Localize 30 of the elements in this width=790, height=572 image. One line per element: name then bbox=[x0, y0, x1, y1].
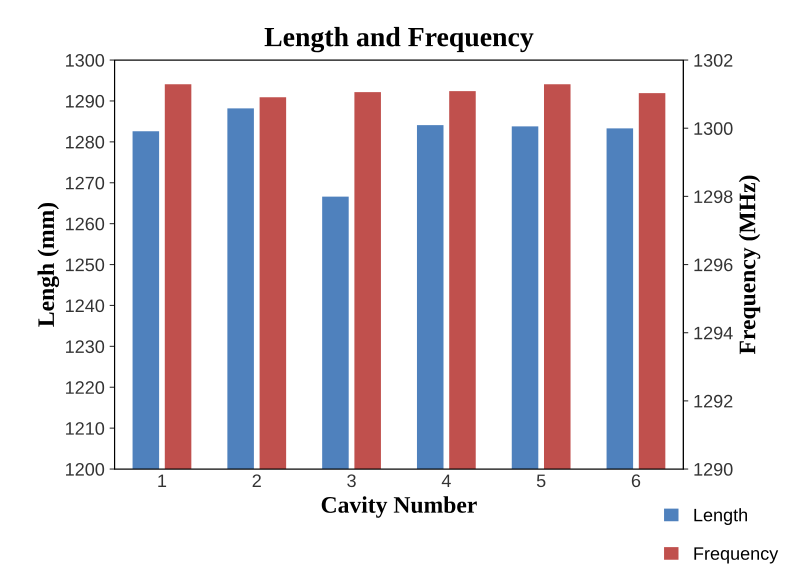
y2-tick-label: 1296 bbox=[694, 258, 732, 272]
x-tick-label: 2 bbox=[252, 474, 261, 487]
x-axis-title: Cavity Number bbox=[322, 496, 477, 518]
y-tick-label: 1280 bbox=[66, 136, 104, 149]
y2-tick-label: 1294 bbox=[694, 326, 733, 340]
x-tick-label: 4 bbox=[442, 474, 451, 487]
y2-axis-title: Frequency (MHz) bbox=[738, 176, 760, 354]
x-tick-label: 6 bbox=[632, 474, 640, 488]
y-tick-label: 1230 bbox=[66, 340, 104, 354]
x-tick-label: 1 bbox=[158, 474, 166, 487]
y2-tick-label: 1298 bbox=[694, 190, 732, 204]
y-tick-label: 1270 bbox=[66, 176, 104, 190]
y-axis-title: Lengh (mm) bbox=[38, 202, 60, 327]
y-tick-label: 1260 bbox=[66, 218, 104, 230]
legend-label: Length bbox=[694, 508, 747, 525]
y-tick-label: 1250 bbox=[66, 258, 104, 272]
y-tick-label: 1200 bbox=[66, 462, 104, 476]
y2-tick-label: 1302 bbox=[694, 54, 732, 67]
y-tick-label: 1210 bbox=[66, 422, 104, 435]
legend-label: Frequency bbox=[694, 547, 778, 564]
y-tick-label: 1220 bbox=[66, 381, 104, 394]
y2-tick-label: 1300 bbox=[694, 122, 733, 135]
y-tick-label: 1290 bbox=[66, 94, 104, 108]
y-tick-label: 1240 bbox=[66, 299, 104, 312]
x-tick-label: 5 bbox=[536, 474, 546, 488]
y2-tick-label: 1290 bbox=[694, 462, 733, 476]
chart-title: Length and Frequency bbox=[264, 26, 534, 52]
x-tick-label: 3 bbox=[347, 474, 356, 488]
y2-tick-label: 1292 bbox=[694, 394, 732, 408]
y-tick-label: 1300 bbox=[66, 54, 104, 67]
